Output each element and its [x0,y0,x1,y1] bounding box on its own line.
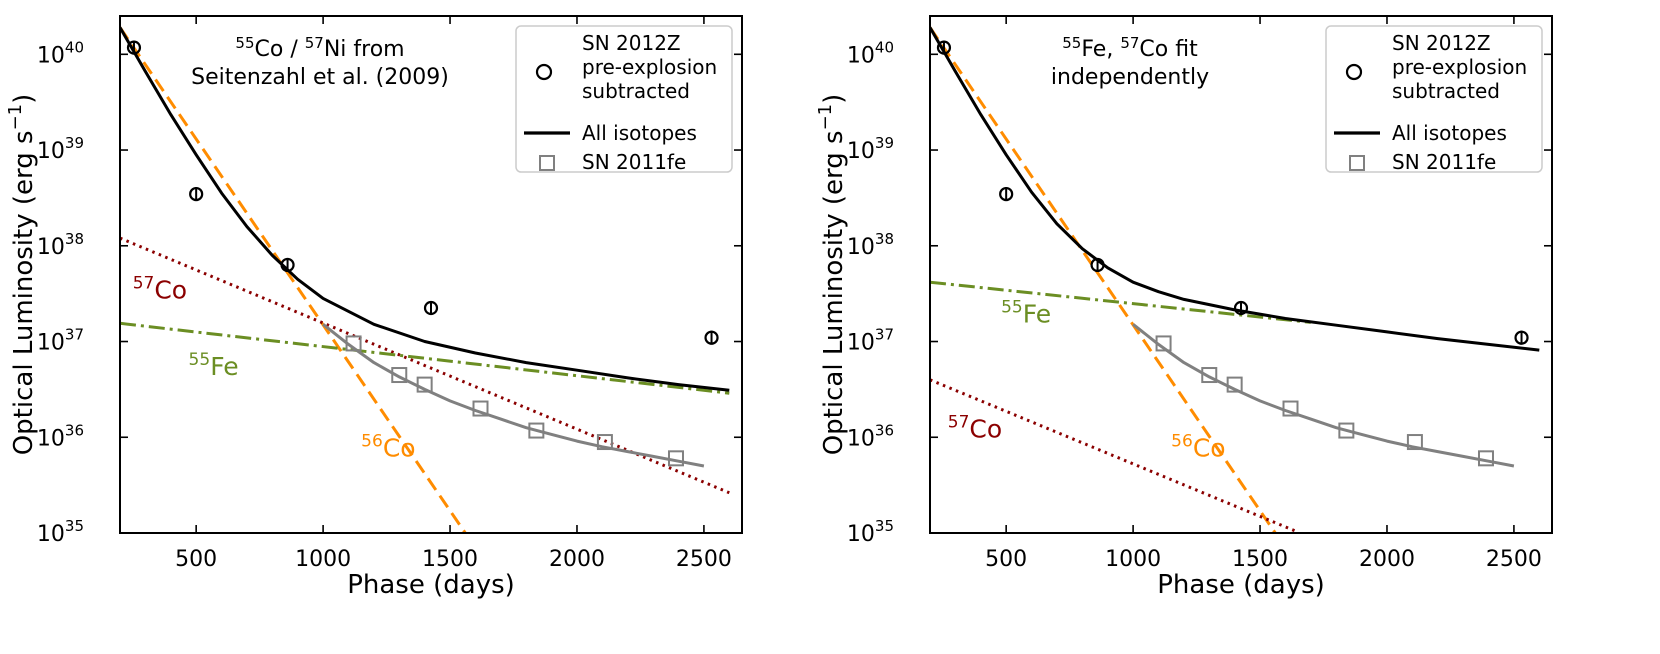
y-tick-label: 1040 [37,38,84,68]
sn2012z-point [1233,300,1249,316]
legend-label: All isotopes [1392,121,1507,145]
axes-frame [929,15,1553,534]
y-tick-label: 1037 [847,326,894,356]
sn2012z-point [1090,257,1105,273]
sn2011fe-point [345,335,362,352]
series-label: 56Co [361,431,415,462]
legend-marker-square [1349,155,1365,171]
sn2011fe-point [1226,376,1243,393]
sn2011fe-point [596,434,613,451]
legend-box [1325,25,1543,173]
legend-label: SN 2011fe [582,150,686,174]
series-line-sn-2011fe-fit [322,323,705,468]
legend-label: subtracted [582,79,690,103]
series-label: 55Fe [1001,297,1051,328]
legend-box [515,25,733,173]
series-line-all-isotopes [120,26,730,392]
sn2012z-point [280,257,295,273]
series-line-56-co [930,26,1277,533]
legend-marker-circle [535,63,553,81]
series-line-55-fe [120,321,730,395]
y-axis-label: Optical Luminosity (erg s−1) [815,94,849,456]
chart-panel-2: 500 1000 1500 2000 2500 1035 1036 1037 1038 1039 1… [815,15,1553,600]
legend-label: pre-explosion [1392,55,1527,79]
x-tick-label: 1500 [422,547,478,572]
sn2011fe-point [1155,335,1172,352]
y-tick-label: 1038 [37,230,84,260]
x-tick-label: 500 [985,547,1027,572]
annotation-line-2: independently [1051,65,1209,90]
sn2012z-point [423,300,439,316]
series-label: 55Fe [189,350,239,381]
y-tick-label: 1036 [847,421,894,451]
x-tick-label: 1000 [295,547,351,572]
legend-label: All isotopes [582,121,697,145]
legend-marker-square [539,155,555,171]
y-tick-label: 1039 [37,134,84,164]
y-tick-label: 1037 [37,326,84,356]
sn2012z-point [1514,330,1529,345]
annotation-line-1: 55Fe, 57Co fit [1062,34,1198,62]
legend-marker-circle [1345,63,1363,81]
legend-label: pre-explosion [582,55,717,79]
sn2012z-point [936,40,952,55]
sn2012z-point [999,186,1014,202]
sn2011fe-point [472,400,489,417]
sn2012z-point [189,186,204,202]
series-label: 57Co [133,273,187,304]
sn2011fe-point [1406,434,1423,451]
legend-label: SN 2011fe [1392,150,1496,174]
series-line-56-co [120,26,467,533]
y-tick-label: 1039 [847,134,894,164]
y-tick-label: 1036 [37,421,84,451]
x-axis-label: Phase (days) [347,570,515,600]
x-tick-label: 2500 [1486,547,1542,572]
series-label: 57Co [948,412,1002,443]
series-group [930,26,1540,533]
series-group [120,26,730,533]
series-line-57-co [930,378,1297,533]
y-tick-label: 1035 [847,517,894,547]
x-tick-label: 2000 [1359,547,1415,572]
annotation-line-2: Seitenzahl et al. (2009) [191,65,449,90]
y-tick-label: 1040 [847,38,894,68]
series-line-57-co [120,236,730,495]
legend-label: SN 2012Z [582,31,681,55]
sn2011fe-point [391,367,408,384]
y-tick-label: 1035 [37,517,84,547]
annotation-line-1: 55Co / 57Ni from [235,34,404,62]
series-line-sn-2011fe-fit [1132,323,1515,468]
sn2012z-point [704,330,719,345]
sn2011fe-point [1477,450,1494,467]
series-line-all-isotopes [930,26,1540,352]
y-axis-label: Optical Luminosity (erg s−1) [5,94,39,456]
chart-panel-1: 500 1000 1500 2000 2500 1035 1036 1037 1038 1039 1… [5,15,743,600]
legend-label: subtracted [1392,79,1500,103]
sn2012z-point [126,40,142,55]
sn2011fe-point [1201,367,1218,384]
sn2011fe-point [1338,422,1355,439]
series-line-55-fe [930,280,1311,324]
x-tick-label: 500 [175,547,217,572]
legend-label: SN 2012Z [1392,31,1491,55]
x-tick-label: 1000 [1105,547,1161,572]
x-tick-label: 1500 [1232,547,1288,572]
sn2011fe-point [667,450,684,467]
x-tick-label: 2500 [676,547,732,572]
sn2011fe-point [1282,400,1299,417]
series-label: 56Co [1171,431,1225,462]
x-axis-label: Phase (days) [1157,570,1325,600]
axes-frame [119,15,743,534]
sn2011fe-point [416,376,433,393]
x-tick-label: 2000 [549,547,605,572]
sn2011fe-point [528,422,545,439]
y-tick-label: 1038 [847,230,894,260]
